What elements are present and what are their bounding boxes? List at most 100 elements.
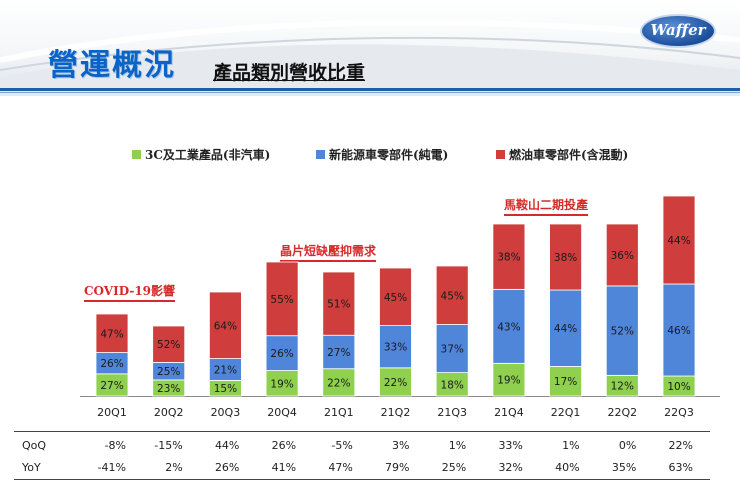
bar-segment-22Q3-s2 <box>662 195 696 285</box>
data-label-21Q3-s1: 37% <box>441 344 464 356</box>
header-swoosh <box>0 19 740 96</box>
bar-segment-22Q2-s1 <box>605 285 639 376</box>
legend-item-ev: 新能源車零部件(純電) <box>316 146 448 163</box>
table-cell-qoq-20Q2: -15% <box>154 439 182 452</box>
table-cell-yoy-22Q1: 40% <box>555 461 579 474</box>
x-tick-label-21Q4: 21Q4 <box>494 406 524 419</box>
legend-swatch-ev <box>316 150 325 159</box>
header-rule <box>0 88 740 91</box>
table-cell-qoq-21Q1: -5% <box>331 439 352 452</box>
data-label-22Q1-s0: 17% <box>554 376 577 388</box>
bar-segment-22Q1-s2 <box>549 223 582 291</box>
bar-segment-21Q1-s0 <box>322 368 356 397</box>
bar-segment-22Q1-s0 <box>549 366 582 397</box>
data-label-22Q1-s2: 38% <box>554 252 577 264</box>
data-label-21Q4-s1: 43% <box>497 321 520 333</box>
table-cell-yoy-21Q1: 47% <box>328 461 352 474</box>
bar-segment-21Q1-s1 <box>322 334 356 370</box>
x-tick-label-20Q3: 20Q3 <box>211 406 241 419</box>
data-label-20Q1-s0: 27% <box>100 380 123 392</box>
table-cell-yoy-21Q3: 25% <box>442 461 466 474</box>
table-divider-bottom <box>14 479 710 480</box>
table-cell-yoy-20Q4: 41% <box>272 461 296 474</box>
chart-legend: 3C及工業產品(非汽車) 新能源車零部件(純電) 燃油車零部件(含混動) <box>0 146 740 166</box>
data-label-21Q2-s1: 33% <box>384 342 407 354</box>
x-tick-label-22Q2: 22Q2 <box>607 406 637 419</box>
bar-segment-21Q4-s0 <box>492 362 526 397</box>
data-label-20Q4-s1: 26% <box>270 348 293 360</box>
table-cell-yoy-22Q3: 63% <box>669 461 693 474</box>
data-label-21Q2-s0: 22% <box>384 377 407 389</box>
data-label-22Q3-s0: 10% <box>667 381 690 393</box>
data-label-22Q3-s2: 44% <box>667 235 690 247</box>
x-tick-label-21Q3: 21Q3 <box>437 406 467 419</box>
bar-segment-22Q3-s1 <box>662 283 696 377</box>
table-cell-yoy-21Q2: 79% <box>385 461 409 474</box>
data-label-20Q3-s2: 64% <box>214 320 237 332</box>
page-title: 營運概況 <box>48 48 176 83</box>
annotation-phase2: 馬鞍山二期投產 <box>504 196 589 216</box>
legend-label-ice: 燃油車零部件(含混動) <box>509 148 629 162</box>
header-rule-secondary <box>0 92 740 93</box>
annotation-chip-shortage: 晶片短缺壓抑需求 <box>280 242 377 262</box>
table-cell-qoq-21Q3: 1% <box>449 439 466 452</box>
bar-segment-21Q3-s1 <box>435 324 469 373</box>
page-subtitle: 產品類別營收比重 <box>213 62 366 84</box>
bar-segment-21Q4-s2 <box>492 223 526 290</box>
data-label-22Q1-s1: 44% <box>554 323 577 335</box>
x-tick-label-22Q3: 22Q3 <box>664 406 694 419</box>
bar-segment-22Q2-s2 <box>605 223 639 287</box>
x-tick-label-21Q1: 21Q1 <box>324 406 354 419</box>
data-label-20Q1-s1: 26% <box>100 358 123 370</box>
bar-segment-20Q4-s2 <box>265 261 299 337</box>
x-tick-label-22Q1: 22Q1 <box>551 406 581 419</box>
legend-item-3c: 3C及工業產品(非汽車) <box>132 146 270 163</box>
x-tick-label-20Q2: 20Q2 <box>154 406 184 419</box>
table-cell-qoq-20Q4: 26% <box>272 439 296 452</box>
company-logo-text: Waffer <box>650 21 706 39</box>
table-cell-qoq-22Q3: 22% <box>669 439 693 452</box>
x-tick-label-20Q1: 20Q1 <box>97 406 127 419</box>
bar-segment-21Q4-s1 <box>492 288 526 364</box>
data-label-21Q4-s2: 38% <box>497 252 520 264</box>
legend-item-ice: 燃油車零部件(含混動) <box>496 146 628 163</box>
table-cell-yoy-20Q3: 26% <box>215 461 239 474</box>
table-cell-yoy-22Q2: 35% <box>612 461 636 474</box>
data-label-21Q4-s0: 19% <box>497 375 520 387</box>
x-tick-label-20Q4: 20Q4 <box>267 406 297 419</box>
table-cell-qoq-22Q1: 1% <box>562 439 579 452</box>
bar-segment-21Q3-s2 <box>435 265 469 325</box>
table-row-label-yoy: YoY <box>22 461 41 474</box>
table-cell-yoy-20Q2: 2% <box>165 461 182 474</box>
data-label-20Q4-s0: 19% <box>270 378 293 390</box>
table-cell-qoq-20Q3: 44% <box>215 439 239 452</box>
data-label-20Q3-s0: 15% <box>214 383 237 395</box>
data-label-22Q3-s1: 46% <box>667 325 690 337</box>
company-logo: Waffer <box>640 14 716 48</box>
data-label-20Q2-s2: 52% <box>157 339 180 351</box>
data-label-21Q1-s0: 22% <box>327 377 350 389</box>
data-label-22Q2-s2: 36% <box>611 250 634 262</box>
data-label-20Q2-s0: 23% <box>157 383 180 395</box>
bar-segment-20Q1-s2 <box>95 313 129 353</box>
data-label-21Q2-s2: 45% <box>384 292 407 304</box>
data-label-22Q2-s1: 52% <box>611 326 634 338</box>
legend-label-ev: 新能源車零部件(純電) <box>329 148 449 162</box>
table-cell-qoq-21Q2: 3% <box>392 439 409 452</box>
annotation-covid: COVID-19影響 <box>84 282 176 302</box>
table-cell-qoq-21Q4: 33% <box>498 439 522 452</box>
data-label-20Q2-s1: 25% <box>157 366 180 378</box>
bar-segment-20Q3-s2 <box>208 291 242 359</box>
table-row-label-qoq: QoQ <box>22 439 47 452</box>
data-label-20Q3-s1: 21% <box>214 364 237 376</box>
data-label-22Q2-s0: 12% <box>611 381 634 393</box>
legend-swatch-ice <box>496 150 505 159</box>
bar-segment-20Q4-s0 <box>265 370 299 397</box>
bar-segment-21Q2-s2 <box>379 267 412 326</box>
table-cell-yoy-21Q4: 32% <box>498 461 522 474</box>
table-divider-top <box>14 431 710 432</box>
legend-label-3c: 3C及工業產品(非汽車) <box>145 148 271 162</box>
table-cell-yoy-20Q1: -41% <box>98 461 126 474</box>
data-label-21Q1-s1: 27% <box>327 347 350 359</box>
